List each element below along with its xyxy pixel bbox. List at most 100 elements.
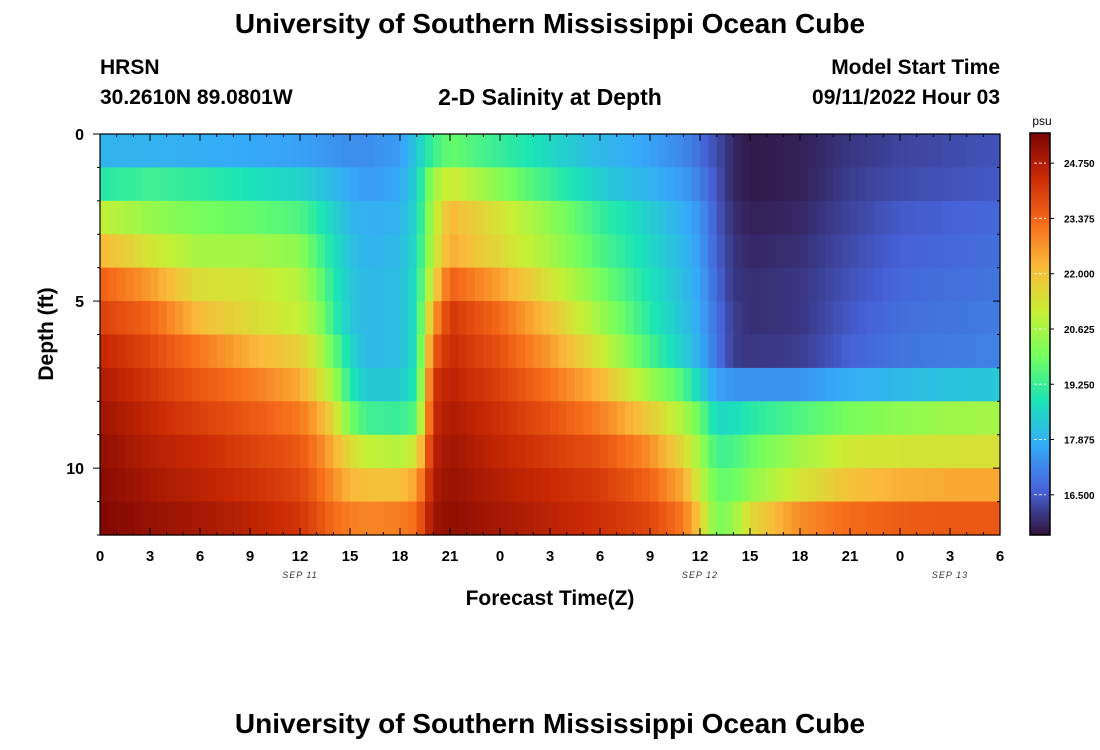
heatmap-cell [908,301,918,336]
heatmap-cell [150,468,159,503]
heatmap-cell [116,167,126,202]
heatmap-cell [325,401,334,436]
heatmap-cell [300,434,309,469]
heatmap-cell [591,234,601,269]
heatmap-cell [775,134,784,169]
heatmap-cell [416,334,426,369]
heatmap-cell [800,434,809,469]
heatmap-cell [158,234,168,269]
heatmap-cell [191,200,201,235]
heatmap-cell [850,234,859,269]
heatmap-cell [508,301,518,336]
heatmap-cell [208,234,218,269]
heatmap-cell [608,134,618,169]
heatmap-cell [841,267,851,302]
heatmap-cell [466,501,476,536]
heatmap-cell [383,367,393,402]
heatmap-cell [750,167,759,202]
heatmap-cell [475,301,484,336]
heatmap-cell [108,167,118,202]
heatmap-cell [950,501,959,536]
heatmap-cell [241,401,251,436]
heatmap-cell [933,401,943,436]
x-tick-label: 0 [896,548,904,565]
heatmap-cell [141,134,151,169]
heatmap-cell [583,267,593,302]
heatmap-cell [100,501,109,536]
heatmap-cell [450,301,459,336]
x-tick-label: 18 [392,548,409,565]
heatmap-cell [350,301,359,336]
heatmap-cell [925,200,934,235]
heatmap-cell [191,401,201,436]
heatmap-cell [200,167,209,202]
heatmap-cell [133,134,143,169]
heatmap-cell [808,501,818,536]
heatmap-cell [716,267,726,302]
heatmap-cell [666,501,676,536]
heatmap-cell [483,401,493,436]
heatmap-cell [908,200,918,235]
heatmap-cell [791,334,801,369]
heatmap-cell [641,167,651,202]
date-label: SEP 11 [282,570,318,580]
heatmap-cell [658,434,668,469]
heatmap-cell [158,200,168,235]
heatmap-cell [883,200,893,235]
heatmap-cell [225,200,234,235]
heatmap-cell [583,501,593,536]
heatmap-cell [475,468,484,503]
heatmap-cell [766,301,776,336]
heatmap-cell [591,367,601,402]
heatmap-cell [716,434,726,469]
heatmap-cell [633,401,643,436]
heatmap-cell [233,301,243,336]
heatmap-cell [558,167,568,202]
heatmap-cell [558,401,568,436]
heatmap-cell [233,501,243,536]
heatmap-cell [808,334,818,369]
heatmap-cell [600,200,609,235]
heatmap-cell [575,234,584,269]
heatmap-cell [391,401,401,436]
heatmap-cell [316,367,326,402]
heatmap-cell [133,334,143,369]
heatmap-cell [216,468,226,503]
heatmap-cell [758,401,768,436]
heatmap-cell [850,200,859,235]
heatmap-cell [791,234,801,269]
heatmap-cell [275,267,284,302]
heatmap-cell [466,200,476,235]
heatmap-cell [966,167,976,202]
heatmap-cell [966,434,976,469]
heatmap-cell [275,301,284,336]
heatmap-cell [741,367,751,402]
heatmap-cell [208,401,218,436]
heatmap-cell [791,267,801,302]
heatmap-cell [566,234,576,269]
heatmap-cell [508,434,518,469]
heatmap-cell [100,401,109,436]
heatmap-cell [308,367,318,402]
heatmap-cell [625,367,634,402]
heatmap-cell [400,301,409,336]
heatmap-cell [150,401,159,436]
heatmap-cell [716,501,726,536]
heatmap-cell [450,200,459,235]
heatmap-cell [858,301,868,336]
heatmap-cell [233,468,243,503]
heatmap-cell [216,434,226,469]
heatmap-cell [258,434,268,469]
heatmap-cell [100,134,109,169]
heatmap-cell [641,501,651,536]
heatmap-cell [408,200,418,235]
heatmap-cell [883,367,893,402]
heatmap-cell [716,301,726,336]
heatmap-cell [400,501,409,536]
heatmap-cell [158,267,168,302]
heatmap-cell [483,334,493,369]
heatmap-cell [433,501,443,536]
heatmap-cell [441,501,451,536]
heatmap-cell [941,267,951,302]
heatmap-cell [950,267,959,302]
